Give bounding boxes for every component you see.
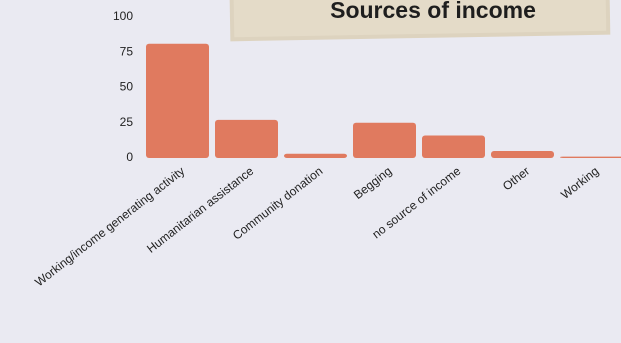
bar	[215, 119, 278, 158]
y-tick-label: 25	[120, 115, 134, 129]
y-tick-label: 75	[120, 44, 134, 58]
x-tick-label: Begging	[351, 164, 394, 202]
x-tick-label: Working	[558, 164, 601, 202]
x-tick-label: Other	[500, 164, 532, 194]
y-tick-label: 50	[120, 80, 134, 94]
bar	[560, 156, 621, 158]
bar	[353, 122, 416, 158]
chart-title: Sources of income	[330, 0, 536, 23]
y-tick-label: 0	[126, 150, 133, 164]
title-banner	[229, 0, 611, 42]
bar	[491, 150, 554, 158]
x-tick-label: Working/income generating activity	[32, 164, 187, 289]
bar	[284, 153, 347, 158]
y-tick-label: 100	[113, 9, 133, 23]
bar	[146, 43, 209, 158]
banner-paper-inner	[233, 0, 607, 38]
bar	[422, 135, 485, 158]
